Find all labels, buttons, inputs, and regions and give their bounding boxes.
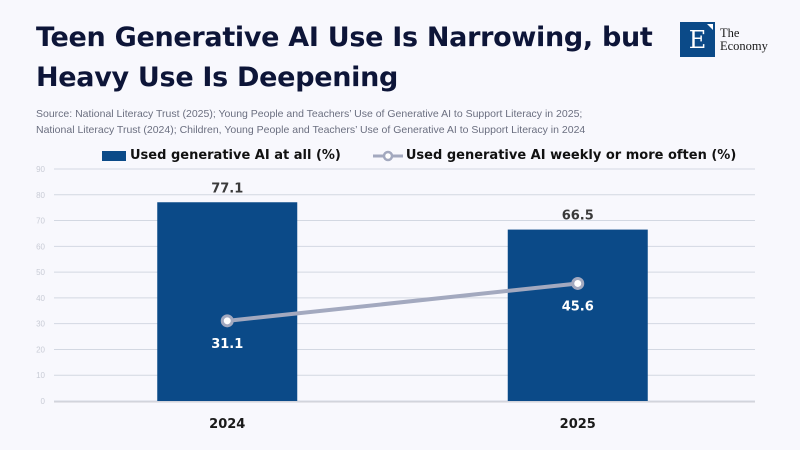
line-point [571, 276, 585, 290]
line-series [227, 281, 578, 323]
y-tick-label: 0 [41, 397, 46, 406]
line-data-label: 31.1 [211, 337, 243, 352]
legend-label-bar: Used generative AI at all (%) [130, 148, 341, 163]
bar [157, 202, 298, 401]
y-tick-label: 50 [36, 268, 45, 277]
bar-data-label: 77.1 [211, 181, 243, 196]
y-tick-label: 70 [36, 217, 45, 226]
logo-line2: Economy [720, 38, 768, 53]
logo-letter: E [688, 25, 707, 54]
y-tick-label: 40 [36, 294, 45, 303]
logo-e-icon: E [680, 22, 715, 57]
x-tick-label: 2025 [560, 417, 596, 432]
y-tick-label: 80 [36, 191, 45, 200]
chart-title: Teen Generative AI Use Is Narrowing, but… [36, 22, 653, 93]
source-line-1: Source: National Literacy Trust (2025); … [36, 108, 583, 120]
logo-wordmark: The Economy [720, 25, 768, 53]
y-tick-label: 10 [36, 371, 45, 380]
source-note: Source: National Literacy Trust (2025); … [36, 107, 585, 138]
x-tick-label: 2024 [209, 417, 245, 432]
y-tick-label: 20 [36, 345, 45, 354]
bar [507, 229, 648, 401]
logo-line1: The [720, 25, 740, 40]
y-tick-label: 90 [36, 165, 45, 174]
legend-label-line: Used generative AI weekly or more often … [405, 148, 737, 163]
y-tick-label: 60 [36, 242, 45, 251]
legend-line-marker-icon [372, 150, 403, 161]
chart-legend: Used generative AI at all (%) Used gener… [102, 148, 736, 163]
source-line-2: National Literacy Trust (2024); Children… [36, 123, 586, 136]
logo-corner-mark [707, 24, 713, 30]
the-economy-logo: E The Economy [680, 22, 768, 57]
y-tick-label: 30 [36, 320, 45, 329]
line-point [220, 314, 234, 328]
legend-bar-swatch [102, 150, 126, 161]
line-data-label: 45.6 [562, 299, 594, 314]
bar-data-label: 66.5 [562, 209, 594, 224]
